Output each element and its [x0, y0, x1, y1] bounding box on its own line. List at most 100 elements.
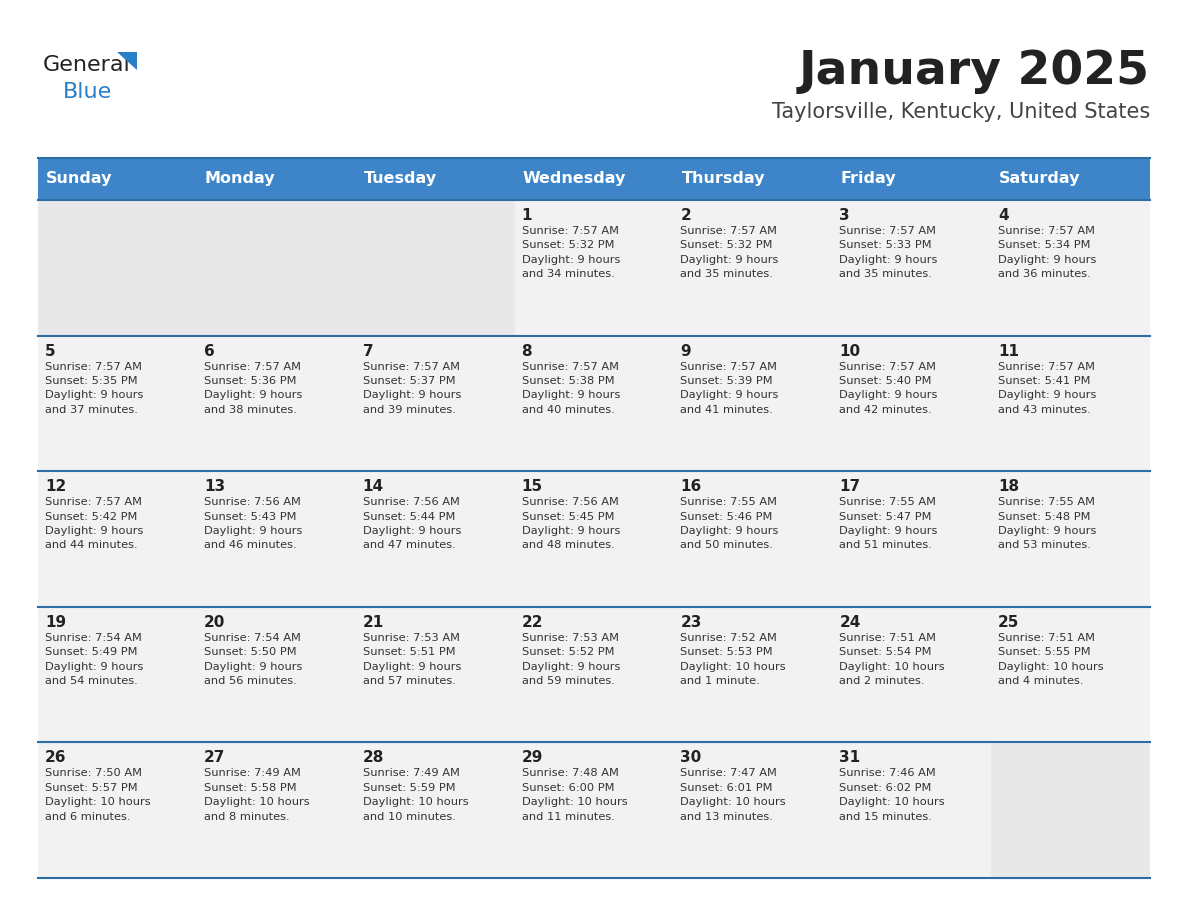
Text: Sunrise: 7:53 AM
Sunset: 5:51 PM
Daylight: 9 hours
and 57 minutes.: Sunrise: 7:53 AM Sunset: 5:51 PM Dayligh… [362, 633, 461, 686]
Text: Taylorsville, Kentucky, United States: Taylorsville, Kentucky, United States [772, 102, 1150, 122]
Text: 10: 10 [839, 343, 860, 359]
Text: Sunrise: 7:57 AM
Sunset: 5:37 PM
Daylight: 9 hours
and 39 minutes.: Sunrise: 7:57 AM Sunset: 5:37 PM Dayligh… [362, 362, 461, 415]
Text: Sunrise: 7:57 AM
Sunset: 5:42 PM
Daylight: 9 hours
and 44 minutes.: Sunrise: 7:57 AM Sunset: 5:42 PM Dayligh… [45, 498, 144, 551]
Text: Sunrise: 7:57 AM
Sunset: 5:32 PM
Daylight: 9 hours
and 34 minutes.: Sunrise: 7:57 AM Sunset: 5:32 PM Dayligh… [522, 226, 620, 279]
Text: Sunrise: 7:52 AM
Sunset: 5:53 PM
Daylight: 10 hours
and 1 minute.: Sunrise: 7:52 AM Sunset: 5:53 PM Dayligh… [681, 633, 786, 686]
Bar [514, 200, 674, 336]
Text: Sunrise: 7:57 AM
Sunset: 5:35 PM
Daylight: 9 hours
and 37 minutes.: Sunrise: 7:57 AM Sunset: 5:35 PM Dayligh… [45, 362, 144, 415]
Text: Sunrise: 7:51 AM
Sunset: 5:54 PM
Daylight: 10 hours
and 2 minutes.: Sunrise: 7:51 AM Sunset: 5:54 PM Dayligh… [839, 633, 944, 686]
Text: Sunrise: 7:49 AM
Sunset: 5:59 PM
Daylight: 10 hours
and 10 minutes.: Sunrise: 7:49 AM Sunset: 5:59 PM Dayligh… [362, 768, 468, 822]
Bar [833, 158, 991, 200]
Bar [355, 743, 514, 878]
Bar [833, 743, 991, 878]
Bar [674, 158, 833, 200]
Text: 26: 26 [45, 750, 67, 766]
Bar [514, 158, 674, 200]
Bar [833, 607, 991, 743]
Bar [355, 336, 514, 471]
Text: Sunrise: 7:57 AM
Sunset: 5:36 PM
Daylight: 9 hours
and 38 minutes.: Sunrise: 7:57 AM Sunset: 5:36 PM Dayligh… [204, 362, 302, 415]
Bar [991, 743, 1150, 878]
Bar [355, 200, 514, 336]
Bar [991, 200, 1150, 336]
Text: 21: 21 [362, 615, 384, 630]
Text: Sunrise: 7:57 AM
Sunset: 5:39 PM
Daylight: 9 hours
and 41 minutes.: Sunrise: 7:57 AM Sunset: 5:39 PM Dayligh… [681, 362, 779, 415]
Bar [355, 158, 514, 200]
Text: 28: 28 [362, 750, 384, 766]
Text: Sunrise: 7:55 AM
Sunset: 5:46 PM
Daylight: 9 hours
and 50 minutes.: Sunrise: 7:55 AM Sunset: 5:46 PM Dayligh… [681, 498, 779, 551]
Bar [38, 200, 197, 336]
Text: 3: 3 [839, 208, 849, 223]
Text: 24: 24 [839, 615, 860, 630]
Text: Sunrise: 7:57 AM
Sunset: 5:32 PM
Daylight: 9 hours
and 35 minutes.: Sunrise: 7:57 AM Sunset: 5:32 PM Dayligh… [681, 226, 779, 279]
Bar [197, 158, 355, 200]
Bar [355, 607, 514, 743]
Text: 30: 30 [681, 750, 702, 766]
Text: 12: 12 [45, 479, 67, 494]
Bar [197, 743, 355, 878]
Text: 13: 13 [204, 479, 225, 494]
Text: 25: 25 [998, 615, 1019, 630]
Text: Wednesday: Wednesday [523, 172, 626, 186]
Text: 18: 18 [998, 479, 1019, 494]
Bar [833, 336, 991, 471]
Bar [38, 743, 197, 878]
Text: Sunrise: 7:54 AM
Sunset: 5:50 PM
Daylight: 9 hours
and 56 minutes.: Sunrise: 7:54 AM Sunset: 5:50 PM Dayligh… [204, 633, 302, 686]
Text: Sunrise: 7:49 AM
Sunset: 5:58 PM
Daylight: 10 hours
and 8 minutes.: Sunrise: 7:49 AM Sunset: 5:58 PM Dayligh… [204, 768, 310, 822]
Text: 2: 2 [681, 208, 691, 223]
Text: Sunrise: 7:50 AM
Sunset: 5:57 PM
Daylight: 10 hours
and 6 minutes.: Sunrise: 7:50 AM Sunset: 5:57 PM Dayligh… [45, 768, 151, 822]
Text: 7: 7 [362, 343, 373, 359]
Bar [38, 607, 197, 743]
Bar [674, 200, 833, 336]
Text: Tuesday: Tuesday [364, 172, 437, 186]
Text: Sunrise: 7:46 AM
Sunset: 6:02 PM
Daylight: 10 hours
and 15 minutes.: Sunrise: 7:46 AM Sunset: 6:02 PM Dayligh… [839, 768, 944, 822]
Text: 14: 14 [362, 479, 384, 494]
Text: Sunrise: 7:47 AM
Sunset: 6:01 PM
Daylight: 10 hours
and 13 minutes.: Sunrise: 7:47 AM Sunset: 6:01 PM Dayligh… [681, 768, 786, 822]
Text: Sunrise: 7:53 AM
Sunset: 5:52 PM
Daylight: 9 hours
and 59 minutes.: Sunrise: 7:53 AM Sunset: 5:52 PM Dayligh… [522, 633, 620, 686]
Bar [514, 471, 674, 607]
Bar [197, 336, 355, 471]
Text: 11: 11 [998, 343, 1019, 359]
Text: 4: 4 [998, 208, 1009, 223]
Text: January 2025: January 2025 [800, 50, 1150, 95]
Bar [991, 471, 1150, 607]
Text: 20: 20 [204, 615, 226, 630]
Bar [197, 200, 355, 336]
Bar [355, 471, 514, 607]
Text: Sunrise: 7:57 AM
Sunset: 5:40 PM
Daylight: 9 hours
and 42 minutes.: Sunrise: 7:57 AM Sunset: 5:40 PM Dayligh… [839, 362, 937, 415]
Text: Sunrise: 7:56 AM
Sunset: 5:45 PM
Daylight: 9 hours
and 48 minutes.: Sunrise: 7:56 AM Sunset: 5:45 PM Dayligh… [522, 498, 620, 551]
Text: Sunrise: 7:55 AM
Sunset: 5:47 PM
Daylight: 9 hours
and 51 minutes.: Sunrise: 7:55 AM Sunset: 5:47 PM Dayligh… [839, 498, 937, 551]
Text: General: General [43, 55, 131, 75]
Text: Thursday: Thursday [682, 172, 765, 186]
Text: 9: 9 [681, 343, 691, 359]
Text: Sunday: Sunday [46, 172, 113, 186]
Text: Monday: Monday [204, 172, 276, 186]
Text: 8: 8 [522, 343, 532, 359]
Text: 16: 16 [681, 479, 702, 494]
Text: Sunrise: 7:57 AM
Sunset: 5:33 PM
Daylight: 9 hours
and 35 minutes.: Sunrise: 7:57 AM Sunset: 5:33 PM Dayligh… [839, 226, 937, 279]
Text: 29: 29 [522, 750, 543, 766]
Text: 5: 5 [45, 343, 56, 359]
Text: Sunrise: 7:57 AM
Sunset: 5:38 PM
Daylight: 9 hours
and 40 minutes.: Sunrise: 7:57 AM Sunset: 5:38 PM Dayligh… [522, 362, 620, 415]
Bar [38, 158, 197, 200]
Bar [197, 607, 355, 743]
Text: Sunrise: 7:56 AM
Sunset: 5:43 PM
Daylight: 9 hours
and 46 minutes.: Sunrise: 7:56 AM Sunset: 5:43 PM Dayligh… [204, 498, 302, 551]
Bar [833, 200, 991, 336]
Text: Sunrise: 7:57 AM
Sunset: 5:41 PM
Daylight: 9 hours
and 43 minutes.: Sunrise: 7:57 AM Sunset: 5:41 PM Dayligh… [998, 362, 1097, 415]
Bar [197, 471, 355, 607]
Text: Blue: Blue [63, 82, 112, 102]
Bar [991, 607, 1150, 743]
Bar [991, 158, 1150, 200]
Text: Saturday: Saturday [999, 172, 1081, 186]
Bar [38, 471, 197, 607]
Text: Sunrise: 7:57 AM
Sunset: 5:34 PM
Daylight: 9 hours
and 36 minutes.: Sunrise: 7:57 AM Sunset: 5:34 PM Dayligh… [998, 226, 1097, 279]
Text: Sunrise: 7:55 AM
Sunset: 5:48 PM
Daylight: 9 hours
and 53 minutes.: Sunrise: 7:55 AM Sunset: 5:48 PM Dayligh… [998, 498, 1097, 551]
Text: Sunrise: 7:48 AM
Sunset: 6:00 PM
Daylight: 10 hours
and 11 minutes.: Sunrise: 7:48 AM Sunset: 6:00 PM Dayligh… [522, 768, 627, 822]
Bar [991, 336, 1150, 471]
Bar [514, 607, 674, 743]
Text: Sunrise: 7:54 AM
Sunset: 5:49 PM
Daylight: 9 hours
and 54 minutes.: Sunrise: 7:54 AM Sunset: 5:49 PM Dayligh… [45, 633, 144, 686]
Bar [514, 743, 674, 878]
Bar [674, 607, 833, 743]
Text: 27: 27 [204, 750, 226, 766]
Text: Sunrise: 7:56 AM
Sunset: 5:44 PM
Daylight: 9 hours
and 47 minutes.: Sunrise: 7:56 AM Sunset: 5:44 PM Dayligh… [362, 498, 461, 551]
Bar [833, 471, 991, 607]
